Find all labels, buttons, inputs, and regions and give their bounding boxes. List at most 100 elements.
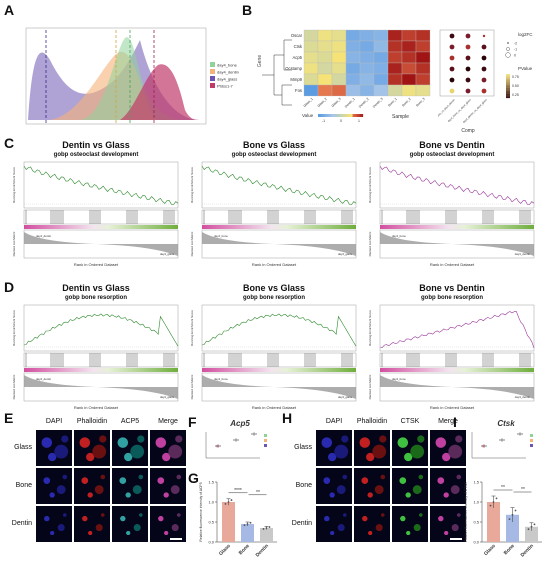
enrichment-curve: [379, 311, 535, 349]
heatmap-cell: [401, 73, 417, 86]
gsea-title: Bone vs Dentin: [419, 140, 485, 150]
micrograph: [354, 430, 390, 466]
gsea-y-bottom: Ranked List Metric: [368, 374, 372, 399]
heatmap-sample-label: Glass_1: [303, 97, 314, 108]
micrograph: [74, 468, 110, 504]
legend-swatch: [210, 69, 215, 74]
gsea-pheno-label: day4_dentin: [36, 377, 52, 381]
heatmap-cell: [415, 51, 431, 64]
bar: [241, 524, 254, 542]
micrograph: [36, 506, 72, 542]
gsea-pheno2-label: day4_glass: [338, 395, 353, 399]
dotplot-dot: [449, 88, 455, 94]
heatmap-cell: [303, 51, 319, 64]
value-legend-title: Value: [302, 113, 314, 118]
heatmap-cell: [373, 84, 389, 97]
micrograph: [112, 430, 148, 466]
heatmap-cell: [415, 29, 431, 42]
pvalue-legend-tick: 0.50: [512, 84, 519, 88]
gsea-pheno-label: day4_dentin: [36, 234, 52, 238]
heatmap-cell: [345, 40, 361, 53]
micrograph: [74, 506, 110, 542]
ctsk-expression-plot: Ctsk ×: [471, 419, 533, 459]
significance-label: **: [501, 485, 505, 491]
gsea-y-top: Running Enrichment Score: [12, 167, 16, 203]
density-plot: day4_bone day4_dentin day4_glass Ptdss1-7: [25, 27, 239, 125]
data-point: [249, 521, 252, 524]
data-point: [243, 524, 246, 527]
density-ptdss: [120, 64, 202, 120]
micrograph: [316, 468, 352, 504]
heatmap-sample-label: Dentin_2: [358, 97, 370, 109]
gsea-title: Bone vs Glass: [242, 140, 306, 150]
heatmap-gene-label: Oscar: [291, 33, 303, 38]
legend-label: day4_dentin: [217, 70, 239, 75]
gsea-pheno2-label: day4_glass: [338, 252, 353, 256]
gsea-title: Dentin vs Glass: [62, 283, 130, 293]
micrograph: [354, 506, 390, 542]
dotplot-dot: [449, 33, 455, 39]
dotplot-dot: [465, 55, 471, 61]
gsea-pheno2-label: day4_glass: [160, 395, 175, 399]
dotplot-dot: [482, 34, 486, 38]
micrograph: [316, 430, 352, 466]
enrichment-curve: [23, 165, 179, 205]
acp5-expression-plot: Acp5 ×: [205, 419, 267, 459]
heatmap-cell: [415, 73, 431, 86]
heatmap-cell: [331, 29, 347, 42]
svg-text:×: ×: [216, 444, 219, 450]
data-point: [514, 509, 517, 512]
dotplot-dot: [465, 77, 471, 83]
y-tick-label: 1.0: [208, 500, 214, 505]
heatmap-cell: [303, 84, 319, 97]
category-label: Bone: [238, 543, 251, 556]
heatmap-gene-label: Ocstamp: [285, 66, 302, 71]
micro-row-label: Dentin: [11, 520, 32, 527]
heatmap-sample-label: Glass_3: [331, 97, 342, 108]
heatmap-cell: [303, 29, 319, 42]
gsea-y-top: Running Enrichment Score: [190, 167, 194, 203]
heatmap-cell: [387, 51, 403, 64]
data-point: [527, 528, 530, 531]
micrograph: [36, 468, 72, 504]
gsea-y-top: Running Enrichment Score: [190, 310, 194, 346]
data-point: [230, 499, 233, 501]
heatmap-cell: [373, 73, 389, 86]
y-tick-label: 0.0: [473, 540, 479, 545]
dotplot-dot: [465, 33, 471, 39]
heatmap-cell: [401, 29, 417, 42]
gsea-y-bottom: Ranked List Metric: [12, 374, 16, 399]
heatmap-cell: [331, 84, 347, 97]
gsea-subtitle: gobp bone resorption: [421, 295, 483, 301]
y-axis-label: Relative fluorescence intensity of ACP5: [199, 482, 203, 541]
micrograph: [392, 506, 428, 542]
micrograph: [74, 430, 110, 466]
gsea-title: Bone vs Glass: [242, 283, 306, 293]
y-tick-label: 1.0: [473, 500, 479, 505]
scale-bar: [450, 538, 462, 540]
heatmap-cell: [373, 29, 389, 42]
gsea-subtitle: gobp bone resorption: [243, 295, 305, 301]
heatmap-cell: [359, 29, 375, 42]
micrograph: [430, 468, 466, 504]
micro-column-label: Merge: [438, 418, 458, 425]
heatmap-cell: [303, 73, 319, 86]
log2fc-legend-title: log2FC: [518, 32, 533, 37]
micro-row-label: Glass: [294, 444, 312, 451]
y-tick-label: 1.5: [208, 480, 214, 485]
dotplot-comp-axis: Comp: [461, 128, 475, 134]
pvalue-legend-tick: 0.25: [512, 93, 519, 97]
enrichment-curve: [23, 313, 179, 347]
micro-column-label: Phalloidin: [356, 418, 388, 425]
panel-letter-c: C: [4, 135, 15, 151]
micro-row-label: Dentin: [291, 520, 312, 527]
gsea-pheno2-label: day4_dentin: [515, 395, 531, 399]
gsea-x-label: Rank in Ordered Dataset: [252, 262, 297, 267]
heatmap-cell: [317, 73, 333, 86]
heatmap-cell: [317, 51, 333, 64]
category-label: Dentin: [255, 543, 270, 558]
significance-label: **: [521, 487, 525, 493]
data-point: [489, 504, 492, 507]
value-legend-tick: 1: [358, 119, 360, 123]
category-label: Glass: [483, 543, 497, 557]
